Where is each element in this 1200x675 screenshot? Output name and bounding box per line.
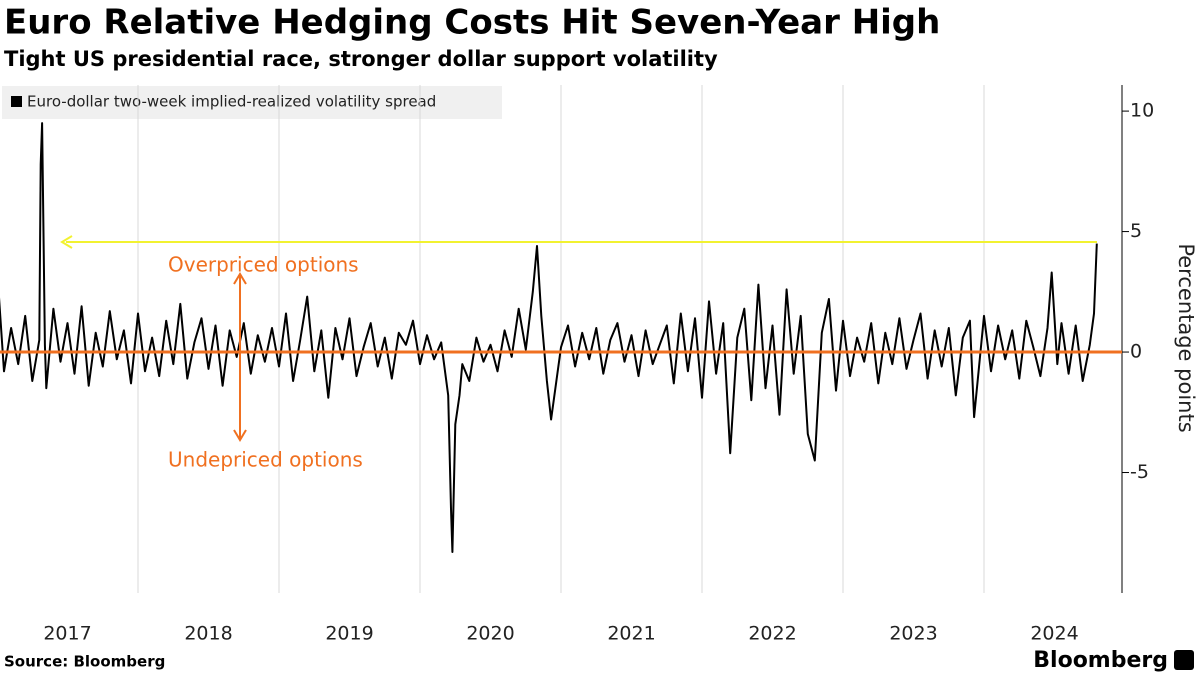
y-tick-label: 0	[1130, 341, 1142, 363]
x-tick-label: 2018	[184, 623, 232, 645]
source: Source: Bloomberg	[4, 653, 165, 671]
chart-title: Euro Relative Hedging Costs Hit Seven-Ye…	[4, 3, 940, 43]
legend-label: Euro-dollar two-week implied-realized vo…	[27, 93, 436, 111]
annotation: Undepriced options	[168, 448, 363, 472]
x-tick-label: 2019	[325, 623, 373, 645]
annotations: Overpriced options Undepriced options	[60, 235, 1097, 472]
x-tick-label: 2023	[889, 623, 937, 645]
y-tick-label: 10	[1130, 100, 1154, 122]
x-tick-label: 2017	[43, 623, 91, 645]
brand-icon	[1174, 650, 1194, 670]
arrow-head	[233, 272, 247, 442]
arrow-head	[60, 235, 73, 249]
y-axis-label: Percentage points	[1174, 243, 1198, 432]
x-tick-label: 2020	[466, 623, 514, 645]
y-tick-label: -5	[1130, 461, 1149, 483]
y-tick-label: 5	[1130, 220, 1142, 242]
plot: 2017 2018 2019 2020 2021 2022 2023 2024 -5 0 5 10 O…	[0, 85, 1154, 645]
brand: Bloomberg	[1033, 648, 1168, 673]
legend-swatch	[11, 96, 22, 107]
x-tick-label: 2021	[607, 623, 655, 645]
x-tick-label: 2022	[748, 623, 796, 645]
data-line	[0, 122, 1098, 553]
chart-subtitle: Tight US presidential race, stronger dol…	[4, 47, 718, 71]
annotation: Overpriced options	[168, 253, 359, 277]
legend-box	[2, 86, 502, 119]
x-tick-label: 2024	[1030, 623, 1078, 645]
